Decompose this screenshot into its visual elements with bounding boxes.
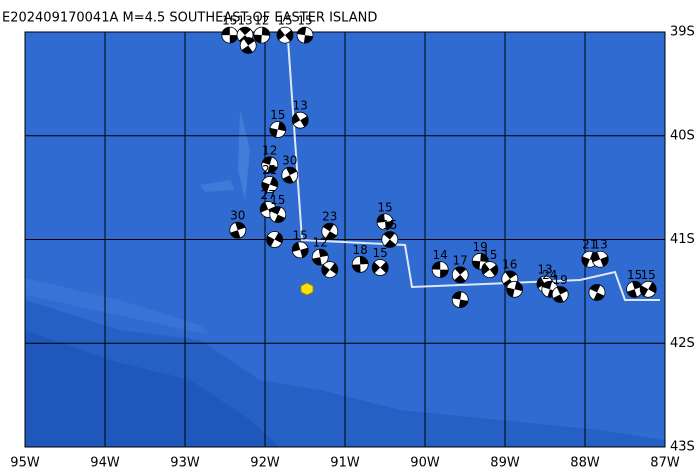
depth-label: 30 [282, 154, 297, 168]
lon-label: 92W [250, 456, 280, 471]
beachball-quadrant [241, 37, 255, 54]
depth-label: 18 [353, 243, 368, 257]
beachball-quadrant [553, 286, 568, 303]
depth-label: 15 [297, 14, 312, 28]
beachball-quadrant [383, 231, 396, 248]
beachball-quadrant [269, 121, 286, 138]
epicenter [300, 282, 314, 296]
seamount [238, 110, 250, 200]
lon-label: 95W [10, 456, 40, 471]
beachball-quadrant [372, 261, 389, 274]
beachball-quadrant [262, 156, 278, 173]
beachball-quadrant [432, 261, 449, 278]
depth-label: 21 [262, 163, 277, 177]
beachball-quadrant [282, 167, 297, 184]
depth-label: 12 [313, 236, 328, 250]
map-frame [24, 31, 666, 448]
depth-label: 15 [277, 14, 292, 28]
beachball-quadrant [481, 263, 498, 276]
depth-label: 15 [293, 228, 308, 242]
depth-label: 30 [230, 209, 245, 223]
depth-label: 17 [453, 253, 468, 267]
beachball-quadrant [266, 232, 283, 247]
depth-label: 24 [542, 268, 557, 282]
lat-label: 42S [670, 336, 695, 351]
ridge [25, 278, 210, 335]
depth-label: 15 [270, 108, 285, 122]
lon-label: 91W [330, 456, 360, 471]
depth-label: 12 [262, 143, 277, 157]
depth-label: 15 [373, 246, 388, 260]
lat-label: 40S [670, 128, 695, 143]
depth-label: 15 [270, 193, 285, 207]
depth-label: 15 [382, 218, 397, 232]
lon-label: 90W [410, 456, 440, 471]
beachball-quadrant [253, 27, 270, 44]
beachball-quadrant [377, 213, 393, 230]
beachball-quadrant [640, 282, 657, 297]
lat-label: 41S [670, 232, 695, 247]
depth-label: 13 [293, 99, 308, 113]
lon-label: 89W [490, 456, 520, 471]
depth-label: 23 [322, 210, 337, 224]
depth-label: 15 [482, 248, 497, 262]
beachball-quadrant [292, 113, 309, 127]
beachball-quadrant [472, 253, 489, 270]
lon-label: 94W [90, 456, 120, 471]
depth-label: 15 [641, 268, 656, 282]
seamount [200, 180, 235, 192]
beachball-quadrant [270, 206, 286, 223]
beachball-quadrant [454, 266, 467, 283]
beachball-quadrant [452, 291, 469, 308]
beachball-quadrant [323, 223, 337, 240]
lon-label: 93W [170, 456, 200, 471]
depth-label: 13 [593, 238, 608, 252]
depth-label: 15 [377, 200, 392, 214]
depth-label: 13 [537, 263, 552, 277]
lon-label: 87W [650, 456, 680, 471]
depth-label: 19 [553, 273, 568, 287]
lat-label: 39S [670, 25, 695, 40]
beachball-quadrant [503, 270, 517, 287]
depth-label: 15 [222, 14, 237, 28]
depth-label: 27 [261, 188, 276, 202]
beachball-quadrant [277, 28, 293, 42]
plate-boundary [287, 39, 660, 301]
beachball-quadrant [292, 242, 309, 258]
depth-label: 16 [502, 257, 517, 271]
beachball-quadrant [230, 222, 246, 239]
beachball-quadrant [312, 249, 329, 266]
beachball-quadrant [627, 281, 643, 298]
depth-label: 21 [582, 238, 597, 252]
beachball-quadrant [297, 27, 313, 44]
beachball-quadrant [321, 263, 338, 277]
deep-ocean [25, 330, 280, 447]
beachball-quadrant [352, 256, 369, 273]
beachball-quadrant [221, 27, 238, 44]
depth-label: 14 [433, 248, 448, 262]
title: E202409170041A M=4.5 SOUTHEAST OF EASTER… [2, 11, 377, 26]
depth-label: 15 [627, 268, 642, 282]
beachball-quadrant [589, 284, 605, 301]
beachball-quadrant [261, 177, 278, 192]
beachball-quadrant [592, 251, 609, 267]
beachball-quadrant [506, 281, 523, 298]
depth-label: 19 [473, 240, 488, 254]
depth-label: 12 [254, 14, 269, 28]
depth-label: 13 [237, 14, 252, 28]
lon-label: 88W [570, 456, 600, 471]
lat-label: 43S [670, 440, 695, 455]
